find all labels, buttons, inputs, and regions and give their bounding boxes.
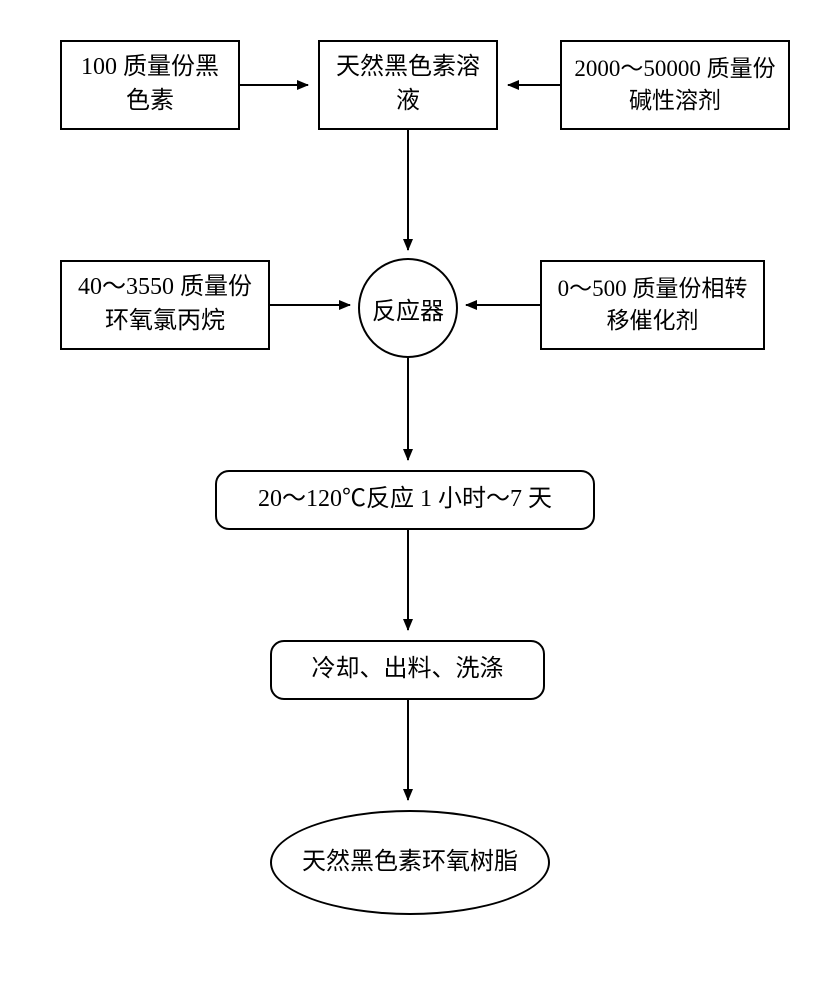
reactor-circle: 反应器 bbox=[358, 258, 458, 358]
solvent-text: 2000～50000 质量份碱性溶剂 bbox=[574, 53, 776, 117]
solution-text: 天然黑色素溶液 bbox=[332, 51, 484, 118]
melanin-text: 100 质量份黑色素 bbox=[74, 51, 226, 118]
product-text: 天然黑色素环氧树脂 bbox=[302, 846, 518, 880]
reaction-step-text: 20～120℃反应 1 小时～7 天 bbox=[258, 483, 552, 517]
ech-box: 40～3550 质量份环氧氯丙烷 bbox=[60, 260, 270, 350]
cooling-step-text: 冷却、出料、洗涤 bbox=[312, 653, 504, 687]
solution-box: 天然黑色素溶液 bbox=[318, 40, 498, 130]
ech-text: 40～3550 质量份环氧氯丙烷 bbox=[74, 271, 256, 338]
solvent-box: 2000～50000 质量份碱性溶剂 bbox=[560, 40, 790, 130]
reaction-step-box: 20～120℃反应 1 小时～7 天 bbox=[215, 470, 595, 530]
catalyst-box: 0～500 质量份相转移催化剂 bbox=[540, 260, 765, 350]
product-ellipse: 天然黑色素环氧树脂 bbox=[270, 810, 550, 915]
catalyst-text: 0～500 质量份相转移催化剂 bbox=[554, 273, 751, 337]
cooling-step-box: 冷却、出料、洗涤 bbox=[270, 640, 545, 700]
melanin-box: 100 质量份黑色素 bbox=[60, 40, 240, 130]
reactor-text: 反应器 bbox=[372, 291, 444, 326]
